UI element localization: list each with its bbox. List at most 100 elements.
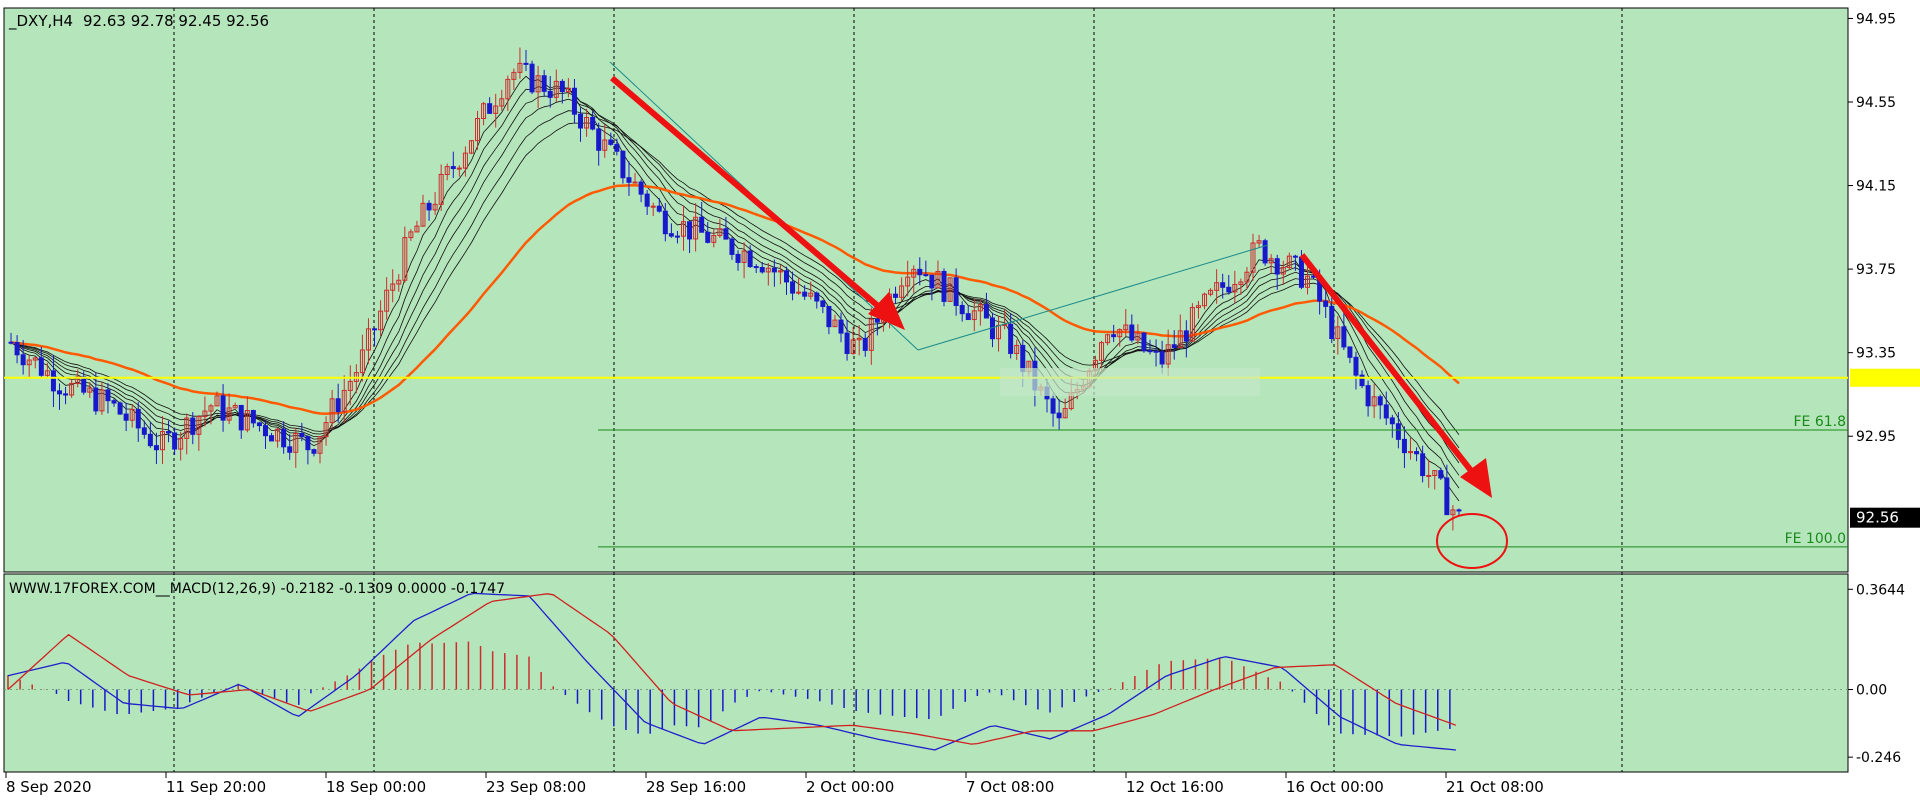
candle bbox=[535, 65, 541, 108]
candle bbox=[384, 277, 390, 320]
candle bbox=[608, 132, 614, 146]
candle bbox=[329, 389, 335, 430]
candle bbox=[487, 97, 493, 114]
candle bbox=[1353, 351, 1359, 390]
candle bbox=[372, 327, 378, 346]
candle bbox=[153, 432, 159, 465]
candle bbox=[626, 161, 632, 196]
candle bbox=[729, 237, 735, 260]
vertical-gridlines bbox=[173, 8, 1623, 772]
time-tick-label: 8 Sep 2020 bbox=[6, 778, 92, 796]
fib-lines: FE 61.8 FE 100.0 bbox=[598, 414, 1848, 548]
candle bbox=[777, 264, 783, 285]
arrow-1-head bbox=[868, 292, 905, 330]
candle bbox=[983, 292, 989, 319]
candle bbox=[711, 229, 717, 248]
candle bbox=[1129, 314, 1135, 343]
candle bbox=[1238, 278, 1244, 295]
candle bbox=[1171, 330, 1177, 360]
candle bbox=[129, 403, 135, 428]
candle bbox=[511, 68, 517, 90]
macd-header: WWW.17FOREX.COM__MACD(12,26,9) -0.2182 -… bbox=[9, 581, 505, 597]
candle bbox=[1262, 238, 1268, 266]
candle bbox=[481, 101, 487, 126]
candle bbox=[1444, 464, 1450, 516]
candle bbox=[56, 383, 62, 410]
candle bbox=[1383, 391, 1389, 425]
time-tick-label: 2 Oct 00:00 bbox=[806, 778, 894, 796]
candle bbox=[1414, 447, 1420, 462]
candle bbox=[359, 334, 365, 382]
candle bbox=[838, 312, 844, 343]
candle bbox=[87, 382, 93, 399]
candle bbox=[462, 146, 468, 177]
candle bbox=[214, 391, 220, 407]
candle bbox=[741, 242, 747, 279]
candle bbox=[1389, 414, 1395, 438]
candle bbox=[578, 107, 584, 142]
candle bbox=[299, 422, 305, 442]
candle bbox=[1426, 459, 1432, 488]
candle bbox=[584, 108, 590, 137]
candle bbox=[432, 191, 438, 216]
candle bbox=[1359, 370, 1365, 389]
candle bbox=[499, 89, 505, 111]
candle bbox=[1323, 287, 1329, 318]
candle bbox=[390, 269, 396, 303]
symbol-label: _DXY,H4 bbox=[8, 12, 73, 31]
time-tick-label: 7 Oct 08:00 bbox=[966, 778, 1054, 796]
candle bbox=[547, 75, 553, 108]
macd-tick-label: 0.3644 bbox=[1856, 582, 1905, 598]
watermark bbox=[1000, 368, 1260, 396]
level-price-tag bbox=[1850, 368, 1920, 387]
candle bbox=[541, 69, 547, 97]
candle bbox=[1208, 288, 1214, 297]
candle bbox=[517, 47, 523, 79]
candle bbox=[596, 122, 602, 166]
candle bbox=[632, 173, 638, 184]
candle bbox=[947, 277, 953, 302]
candle bbox=[1250, 233, 1256, 281]
candle bbox=[378, 300, 384, 337]
candle bbox=[305, 435, 311, 465]
candle bbox=[8, 332, 14, 345]
slow-ma-line bbox=[10, 184, 1460, 416]
macd-axis: 0.3644 0.00 -0.246 bbox=[1848, 582, 1905, 766]
candle bbox=[456, 165, 462, 177]
candle bbox=[1195, 301, 1201, 319]
candle bbox=[553, 69, 559, 102]
candle bbox=[802, 285, 808, 300]
candle bbox=[141, 420, 147, 439]
candle bbox=[965, 305, 971, 321]
candle bbox=[529, 60, 535, 95]
candle bbox=[668, 223, 674, 238]
candle bbox=[38, 346, 44, 378]
candle bbox=[929, 274, 935, 301]
candle bbox=[783, 266, 789, 295]
candle bbox=[32, 356, 38, 369]
candle bbox=[1371, 383, 1377, 419]
candle bbox=[1274, 254, 1280, 290]
candle bbox=[208, 403, 214, 425]
candle bbox=[1183, 320, 1189, 358]
candle bbox=[123, 402, 129, 432]
candle bbox=[269, 432, 275, 442]
candle bbox=[850, 327, 856, 355]
price-tick-label: 92.95 bbox=[1856, 429, 1896, 445]
candle bbox=[1232, 270, 1238, 304]
candle bbox=[250, 409, 256, 428]
candle bbox=[681, 205, 687, 251]
candle bbox=[747, 245, 753, 268]
candle bbox=[50, 355, 56, 408]
candle bbox=[420, 194, 426, 227]
candle bbox=[238, 404, 244, 439]
candle bbox=[93, 372, 99, 415]
candle bbox=[1305, 265, 1311, 295]
candle bbox=[287, 434, 293, 460]
candle bbox=[262, 420, 268, 449]
candle bbox=[26, 355, 32, 378]
candle bbox=[172, 427, 178, 456]
candle bbox=[765, 262, 771, 286]
